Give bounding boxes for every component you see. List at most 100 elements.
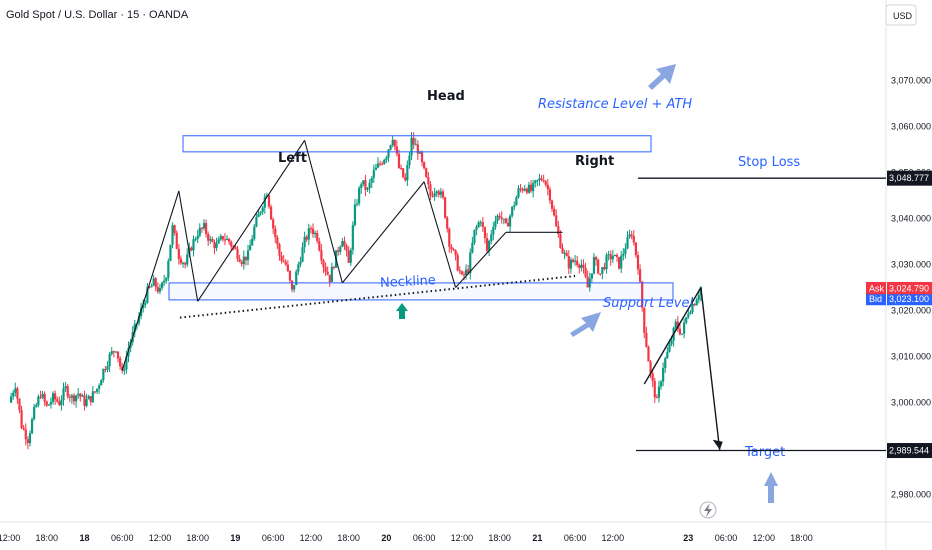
candle-body (269, 206, 273, 220)
candle-body (215, 243, 218, 249)
candle-body (362, 180, 365, 185)
candle-body (93, 391, 97, 393)
candle-body (536, 179, 539, 181)
candle-body (297, 264, 300, 272)
candle-body (414, 144, 417, 146)
lightning-icon[interactable] (699, 501, 717, 519)
candle-body (553, 208, 556, 216)
candle-body (150, 285, 153, 288)
candle-body (697, 295, 700, 300)
candle-body (622, 253, 625, 256)
candle-body (431, 195, 434, 197)
candle-body (37, 396, 40, 406)
support-pointer-arrow-icon (570, 312, 601, 337)
candle-body (85, 399, 88, 406)
stop-loss-label: Stop Loss (738, 155, 800, 170)
candle-body (171, 225, 174, 245)
candle-body (70, 395, 73, 398)
candle-body (43, 393, 46, 402)
candle-body (471, 242, 474, 253)
candle-body (645, 332, 648, 347)
y-tick-label: 3,070.000 (891, 76, 931, 86)
currency-label: USD (893, 11, 913, 21)
pattern-layer (121, 140, 723, 451)
candle-body (519, 188, 522, 190)
candle-body (395, 146, 398, 154)
candle-body (66, 386, 69, 397)
candle-body (443, 197, 447, 218)
candle-body (683, 322, 686, 334)
candle-body (119, 358, 122, 367)
candle-body (190, 247, 193, 251)
candle-body (219, 236, 222, 240)
x-tick-label: 21 (532, 533, 542, 543)
pattern-line[interactable] (455, 231, 507, 288)
candle-body (446, 217, 449, 229)
candle-body (450, 246, 453, 250)
candle-body (64, 386, 67, 389)
candle-body (534, 180, 537, 183)
pattern-line[interactable] (121, 190, 180, 371)
candle-body (649, 361, 652, 374)
time-axis[interactable]: 12:00 18:00 18 06:00 12:00 18:00 19 06:00 12:00 1… (0, 533, 813, 543)
candle-body (181, 263, 185, 265)
candle-body (571, 259, 575, 262)
candle-body (599, 273, 602, 275)
candle-body (95, 388, 99, 392)
candle-body (647, 346, 650, 362)
candle-body (399, 167, 403, 169)
target-label: Target (744, 445, 785, 460)
neckline-dotted-line[interactable] (179, 275, 576, 319)
candle-body (615, 254, 619, 258)
candle-body (198, 227, 201, 236)
x-tick-label: 12:00 (300, 533, 323, 543)
support-label: Support Level (603, 296, 693, 311)
resistance-zone[interactable] (182, 135, 652, 153)
projection-line[interactable] (643, 287, 702, 385)
projection-line[interactable] (700, 287, 721, 451)
candle-body (14, 388, 17, 393)
pattern-line[interactable] (197, 140, 306, 302)
pattern-line[interactable] (304, 140, 343, 284)
candle-body (611, 256, 614, 260)
candle-body (102, 369, 105, 381)
candle-body (517, 188, 520, 198)
candle-body (217, 239, 220, 244)
candle-body (578, 265, 581, 268)
candle-body (293, 285, 296, 290)
candle-body (576, 260, 579, 266)
chart-title: Gold Spot / U.S. Dollar · 15 · OANDA (6, 9, 189, 21)
candle-body (383, 159, 386, 164)
pattern-line[interactable] (341, 181, 425, 284)
candle-body (326, 271, 329, 275)
candle-body (613, 254, 617, 257)
candle-body (87, 396, 90, 400)
candle-body (41, 393, 44, 398)
candle-body (200, 227, 203, 229)
candle-body (494, 221, 497, 228)
candle-body (278, 244, 281, 256)
candle-body (339, 246, 342, 252)
candle-body (657, 386, 661, 398)
candle-body (643, 307, 646, 333)
candle-body (234, 246, 237, 250)
candle-body (678, 328, 682, 335)
candle-body (504, 218, 507, 223)
candle-body (22, 428, 25, 430)
plot-area[interactable] (9, 131, 723, 451)
currency-button[interactable]: USD (885, 4, 917, 26)
candle-body (79, 393, 82, 397)
candle-body (632, 235, 635, 243)
candle-body (467, 269, 470, 274)
candle-body (255, 217, 258, 227)
support-zone[interactable] (168, 282, 674, 301)
pattern-line[interactable] (423, 181, 457, 288)
candle-body (204, 223, 208, 234)
pattern-line[interactable] (178, 190, 199, 302)
target-price-tag: 2,989.544 (887, 443, 932, 459)
x-tick-label: 06:00 (715, 533, 738, 543)
candle-body (523, 188, 526, 191)
candle-body (328, 274, 331, 283)
candle-body (282, 260, 285, 262)
y-tick-label: 2,980.000 (891, 489, 931, 499)
